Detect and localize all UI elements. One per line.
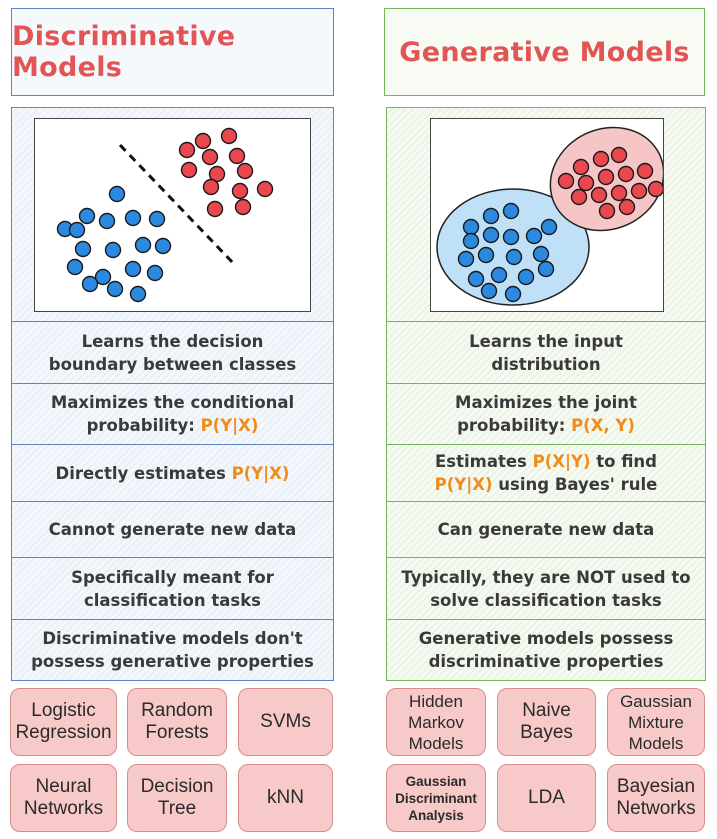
red-point <box>610 146 628 164</box>
blue-point <box>148 210 166 228</box>
red-point <box>180 161 198 179</box>
red-point <box>636 162 654 180</box>
distribution-plot <box>436 126 663 306</box>
row-generate: Cannot generate new data <box>12 501 333 557</box>
blue-point <box>482 226 500 244</box>
blue-point <box>94 268 112 286</box>
red-point <box>236 162 254 180</box>
red-point <box>202 178 220 196</box>
blue-point <box>467 270 485 288</box>
generative-illustration <box>430 118 664 312</box>
blue-point <box>540 218 558 236</box>
row-purpose: Specifically meant for classification tas… <box>12 557 333 619</box>
red-point <box>592 150 610 168</box>
blue-point <box>462 232 480 250</box>
blue-point <box>98 212 116 230</box>
generative-panel: Learns the input distribution Maximizes t… <box>386 107 706 681</box>
red-point <box>557 172 575 190</box>
red-point <box>231 182 249 200</box>
discriminative-title: Discriminative Models <box>11 8 334 96</box>
model-knn: kNN <box>238 764 333 832</box>
decision-boundary-plot <box>56 127 274 303</box>
blue-point <box>477 246 495 264</box>
row-generate: Can generate new data <box>387 501 705 557</box>
row-maximizes: Maximizes the joint probability: P(X, Y) <box>387 383 705 444</box>
blue-point <box>537 260 555 278</box>
model-random-forests: Random Forests <box>127 688 227 756</box>
blue-point <box>525 227 543 245</box>
blue-point <box>78 207 96 225</box>
model-decision-tree: Decision Tree <box>127 764 227 832</box>
red-point <box>618 198 636 216</box>
red-point <box>617 165 635 183</box>
model-logistic-regression: Logistic Regression <box>10 688 117 756</box>
blue-point <box>124 209 142 227</box>
blue-point <box>457 250 475 268</box>
blue-point <box>124 260 142 278</box>
blue-point <box>517 268 535 286</box>
discriminative-illustration <box>34 118 311 312</box>
model-gaussian-mixture-models: Gaussian Mixture Models <box>607 688 705 756</box>
row-estimates: Estimates P(X|Y) to find P(Y|X) using Ba… <box>387 444 705 501</box>
blue-point <box>462 218 480 236</box>
blue-point <box>482 207 500 225</box>
blue-point <box>134 236 152 254</box>
row-estimates: Directly estimates P(Y|X) <box>12 444 333 501</box>
red-point <box>206 200 224 218</box>
red-point <box>630 182 648 200</box>
blue-point <box>154 237 172 255</box>
blue-point <box>81 275 99 293</box>
row-learns: Learns the decision boundary between clas… <box>12 321 333 383</box>
blue-point <box>532 245 550 263</box>
blue-point <box>68 221 86 239</box>
blue-point <box>490 266 508 284</box>
blue-point <box>504 285 522 303</box>
model-neural-networks: Neural Networks <box>10 764 117 832</box>
blue-point <box>104 241 122 259</box>
red-point <box>194 132 212 150</box>
model-naive-bayes: Naive Bayes <box>497 688 596 756</box>
red-point <box>228 147 246 165</box>
red-point <box>234 198 252 216</box>
blue-point <box>66 258 84 276</box>
model-hidden-markov-models: Hidden Markov Models <box>386 688 486 756</box>
blue-point <box>106 280 124 298</box>
row-learns: Learns the input distribution <box>387 321 705 383</box>
red-point <box>570 188 588 206</box>
red-point <box>577 174 595 192</box>
row-properties: Generative models possess discriminative … <box>387 619 705 680</box>
row-properties: Discriminative models don't possess gener… <box>12 619 333 680</box>
blue-point <box>480 282 498 300</box>
red-point <box>256 180 274 198</box>
model-lda: LDA <box>497 764 596 832</box>
blue-point <box>146 264 164 282</box>
blue-point <box>74 240 92 258</box>
blue-point <box>129 285 147 303</box>
blue-point <box>502 202 520 220</box>
row-maximizes: Maximizes the conditional probability: P(… <box>12 383 333 444</box>
blue-point <box>502 228 520 246</box>
red-point <box>598 202 616 220</box>
model-gaussian-discriminant-analysis: Gaussian Discriminant Analysis <box>386 764 486 832</box>
discriminative-panel: Learns the decision boundary between clas… <box>11 107 334 681</box>
red-point <box>220 127 238 145</box>
red-point <box>647 180 663 198</box>
model-bayesian-networks: Bayesian Networks <box>607 764 705 832</box>
row-purpose: Typically, they are NOT used to solve cla… <box>387 557 705 619</box>
red-point <box>590 186 608 204</box>
model-svms: SVMs <box>238 688 333 756</box>
generative-title: Generative Models <box>384 8 705 96</box>
red-point <box>610 184 628 202</box>
red-point <box>597 168 615 186</box>
red-point <box>572 158 590 176</box>
red-point <box>178 141 196 159</box>
red-point <box>201 148 219 166</box>
blue-point <box>108 185 126 203</box>
blue-point <box>505 248 523 266</box>
